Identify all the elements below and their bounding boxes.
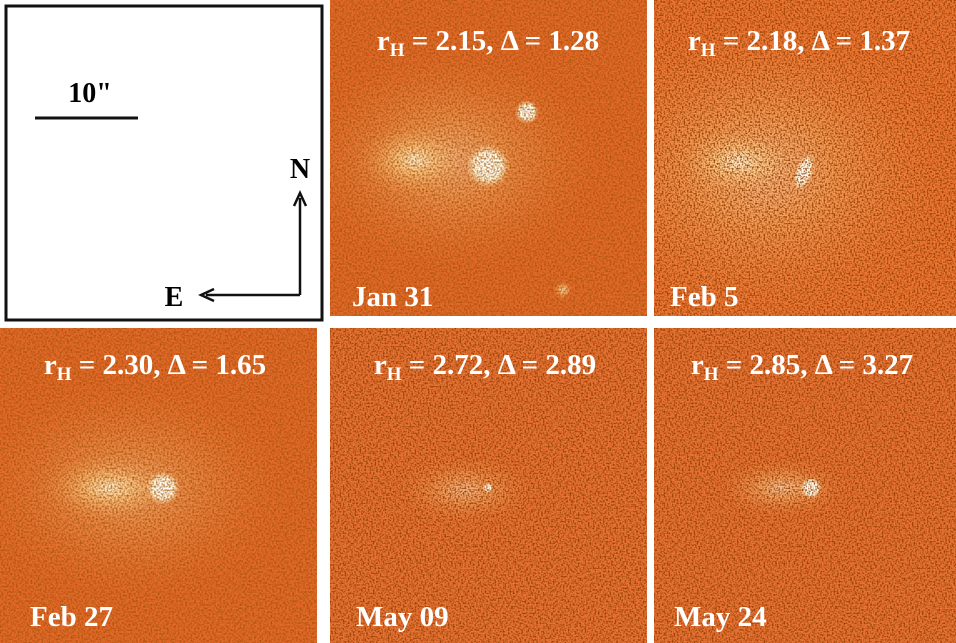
panel-header: rH = 2.85, Δ = 3.27 [691, 349, 913, 385]
image-panel: rH = 2.72, Δ = 2.89 May 09 [330, 328, 647, 643]
panel-header: rH = 2.18, Δ = 1.37 [688, 25, 910, 61]
image-panel: rH = 2.15, Δ = 1.28 Jan 31 [300, 0, 647, 322]
panel-date: Feb 5 [670, 281, 738, 313]
panel-header: rH = 2.30, Δ = 1.65 [44, 349, 266, 385]
east-label: E [165, 282, 184, 313]
page: 10" N E rH = 2.15, Δ = 1.28 Jan 31 rH = … [0, 0, 956, 643]
scale-label: 10" [68, 78, 112, 109]
key-border [6, 6, 322, 320]
image-panel: rH = 2.85, Δ = 3.27 May 24 [654, 328, 956, 643]
panel-date: Feb 27 [30, 601, 113, 633]
panel-header: rH = 2.15, Δ = 1.28 [377, 25, 599, 61]
panel-date: May 24 [674, 601, 767, 633]
key-panel: 10" N E [6, 6, 322, 320]
panel-date: May 09 [356, 601, 449, 633]
panel-date: Jan 31 [352, 281, 433, 313]
image-panel: rH = 2.30, Δ = 1.65 Feb 27 [0, 328, 322, 643]
figure: 10" N E rH = 2.15, Δ = 1.28 Jan 31 rH = … [0, 0, 956, 643]
north-label: N [290, 154, 310, 185]
panel-header: rH = 2.72, Δ = 2.89 [374, 349, 596, 385]
